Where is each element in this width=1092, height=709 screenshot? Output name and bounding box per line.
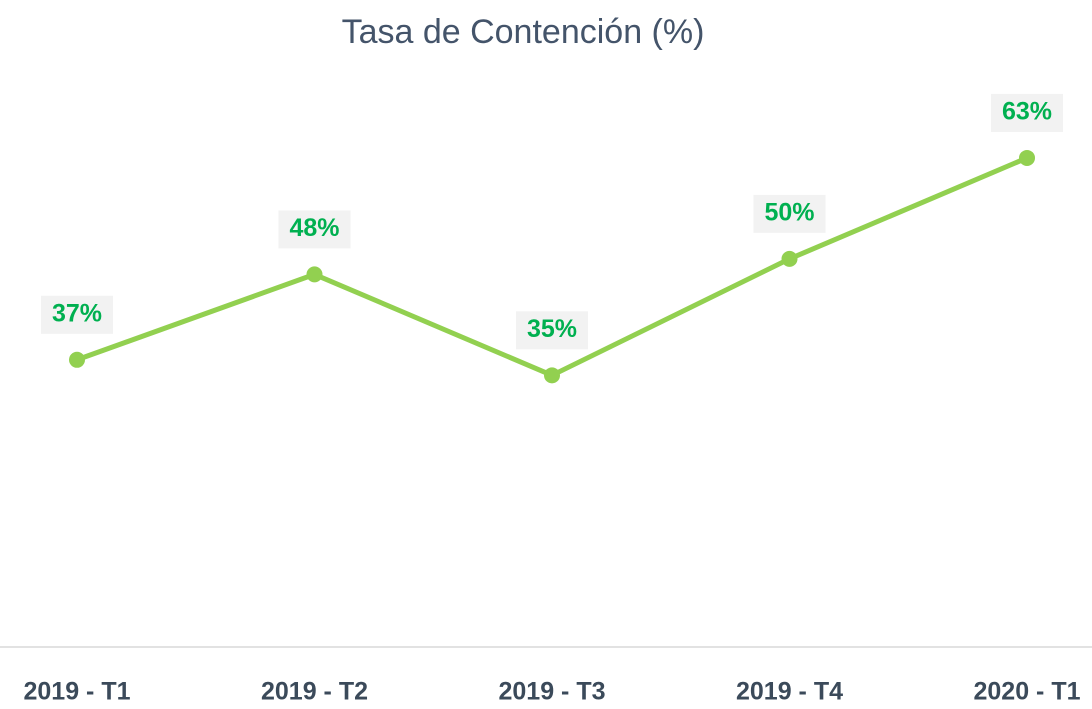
label-background <box>991 93 1063 132</box>
data-label: 37% <box>52 299 102 327</box>
label-background <box>516 311 588 350</box>
data-label: 50% <box>764 198 814 226</box>
x-tick-label: 2019 - T3 <box>498 678 605 706</box>
x-tick-label: 2019 - T4 <box>736 678 843 706</box>
label-background <box>278 210 351 249</box>
data-label: 48% <box>289 214 339 242</box>
data-point <box>544 367 560 384</box>
data-point <box>781 250 798 267</box>
data-point <box>69 351 85 368</box>
chart-title: Tasa de Contención (%) <box>342 13 705 51</box>
data-label: 63% <box>1002 98 1052 126</box>
x-tick-label: 2019 - T1 <box>23 678 130 706</box>
data-point <box>306 266 323 283</box>
data-label: 35% <box>527 315 577 343</box>
x-tick-label: 2019 - T2 <box>261 678 368 706</box>
data-point <box>1019 149 1035 166</box>
label-background <box>753 194 826 233</box>
x-tick-label: 2020 - T1 <box>973 678 1080 706</box>
label-background <box>41 295 113 334</box>
